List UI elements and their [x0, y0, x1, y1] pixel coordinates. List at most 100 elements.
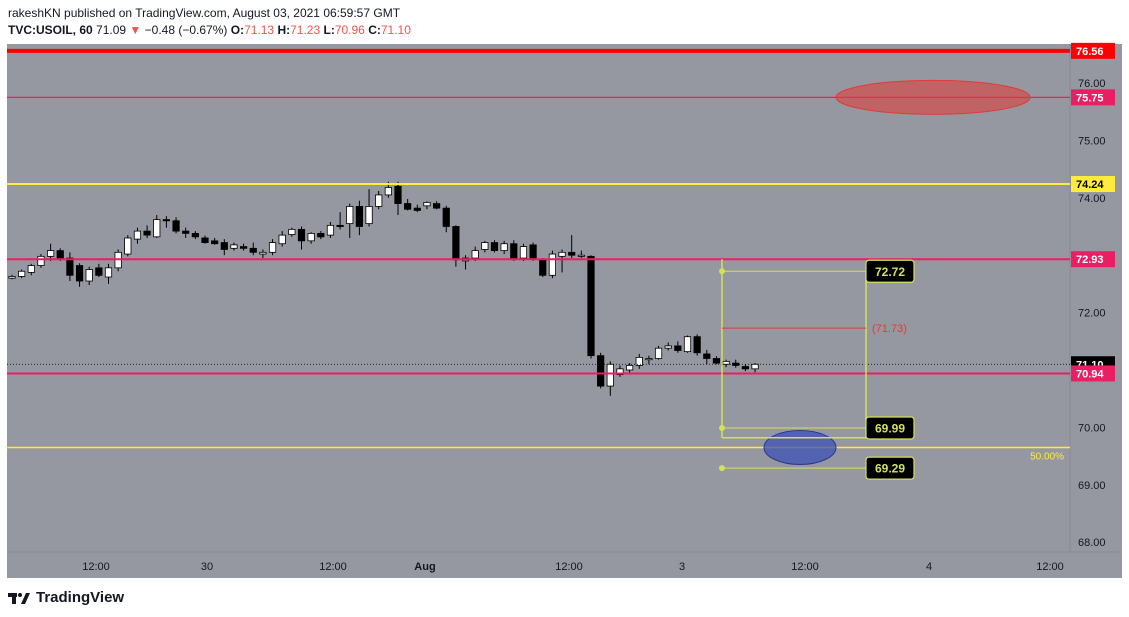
mid-target-label: (71.73) — [872, 323, 907, 335]
candle — [539, 258, 547, 278]
candle — [587, 255, 595, 359]
candle — [268, 239, 277, 256]
candle — [66, 252, 74, 282]
candle — [432, 201, 441, 210]
last-price: 71.09 — [96, 23, 127, 37]
time-tick-label: 12:00 — [791, 561, 819, 573]
target-price-label[interactable]: 69.99 — [865, 416, 915, 440]
tradingview-logo-icon — [8, 592, 30, 604]
candle — [519, 243, 528, 261]
price-tick-label: 72.00 — [1078, 308, 1106, 320]
candle — [751, 363, 759, 373]
candle — [645, 355, 653, 365]
candle — [230, 242, 238, 251]
open-value: 71.13 — [244, 23, 275, 37]
candle — [568, 235, 576, 259]
candle — [481, 240, 489, 253]
candle — [423, 201, 431, 210]
candle — [249, 242, 257, 256]
candle — [577, 250, 585, 259]
price-projection-tool[interactable] — [719, 259, 867, 472]
time-tick-label: Aug — [414, 561, 435, 573]
candle — [259, 249, 267, 259]
candle — [394, 181, 402, 216]
high-label: H: — [277, 23, 291, 37]
candle — [442, 205, 450, 233]
svg-text:72.72: 72.72 — [875, 265, 905, 279]
svg-text:69.29: 69.29 — [875, 462, 905, 476]
candle — [143, 225, 151, 238]
price-axis-tag: 75.75 — [1071, 89, 1115, 106]
candle — [47, 243, 55, 261]
candle — [365, 189, 373, 227]
high-value: 71.23 — [290, 23, 321, 37]
symbol-name: TVC:USOIL, 60 — [8, 23, 93, 37]
candle — [500, 240, 508, 255]
candle — [741, 364, 750, 372]
candle — [307, 232, 315, 244]
candle — [732, 359, 740, 368]
footer-brand: TradingView — [8, 589, 124, 606]
candle — [375, 190, 383, 210]
candle — [37, 254, 45, 268]
candle — [18, 269, 26, 279]
candle — [597, 352, 605, 389]
time-tick-label: 12:00 — [555, 561, 583, 573]
candle — [490, 240, 499, 253]
time-tick-label: 3 — [679, 561, 685, 573]
candle — [355, 200, 364, 236]
candle — [413, 204, 421, 213]
target-price-label[interactable]: 72.72 — [865, 259, 915, 283]
candle — [674, 341, 682, 353]
candle — [616, 365, 624, 377]
low-label: L: — [323, 23, 335, 37]
candle — [278, 231, 286, 247]
time-tick-label: 4 — [926, 561, 932, 573]
price-axis[interactable] — [1070, 44, 1122, 552]
time-tick-label: 12:00 — [1036, 561, 1064, 573]
candle — [124, 235, 132, 257]
close-value: 71.10 — [380, 23, 411, 37]
candle — [654, 345, 663, 360]
down-arrow-icon: ▼ — [129, 23, 142, 37]
candle — [683, 335, 692, 353]
candle — [182, 227, 190, 238]
chart-header: rakeshKN published on TradingView.com, A… — [8, 5, 411, 39]
candle — [626, 363, 634, 373]
price-axis-tag: 70.94 — [1071, 365, 1115, 382]
candle — [133, 227, 142, 244]
candle — [211, 237, 219, 245]
time-axis[interactable] — [7, 552, 1122, 578]
candle — [288, 227, 296, 237]
low-value: 70.96 — [334, 23, 365, 37]
fib-level-label: 50.00% — [1030, 451, 1064, 462]
candle — [326, 221, 335, 238]
candle — [239, 243, 248, 251]
support-zone-ellipse[interactable] — [763, 429, 837, 465]
candle — [712, 356, 721, 365]
price-axis-tag: 74.24 — [1071, 176, 1115, 193]
candle — [75, 263, 84, 287]
price-change: −0.48 (−0.67%) — [144, 23, 228, 37]
candle — [664, 342, 672, 351]
candle — [703, 349, 711, 365]
svg-text:76.56: 76.56 — [1076, 46, 1104, 58]
candle — [404, 198, 412, 211]
time-tick-label: 30 — [201, 561, 213, 573]
candle — [297, 226, 306, 250]
price-tick-label: 75.00 — [1078, 135, 1106, 147]
svg-text:74.24: 74.24 — [1076, 179, 1104, 191]
target-price-label[interactable]: 69.29 — [865, 456, 915, 480]
candle — [529, 242, 537, 261]
price-tick-label: 70.00 — [1078, 422, 1106, 434]
candle — [85, 266, 93, 286]
time-tick-label: 12:00 — [82, 561, 110, 573]
candle — [558, 249, 566, 273]
candle — [510, 240, 518, 261]
price-axis-tag: 72.93 — [1071, 251, 1115, 268]
resistance-zone-ellipse[interactable] — [835, 79, 1031, 115]
open-label: O: — [230, 23, 245, 37]
brand-name: TradingView — [36, 589, 125, 606]
candle — [220, 239, 228, 256]
